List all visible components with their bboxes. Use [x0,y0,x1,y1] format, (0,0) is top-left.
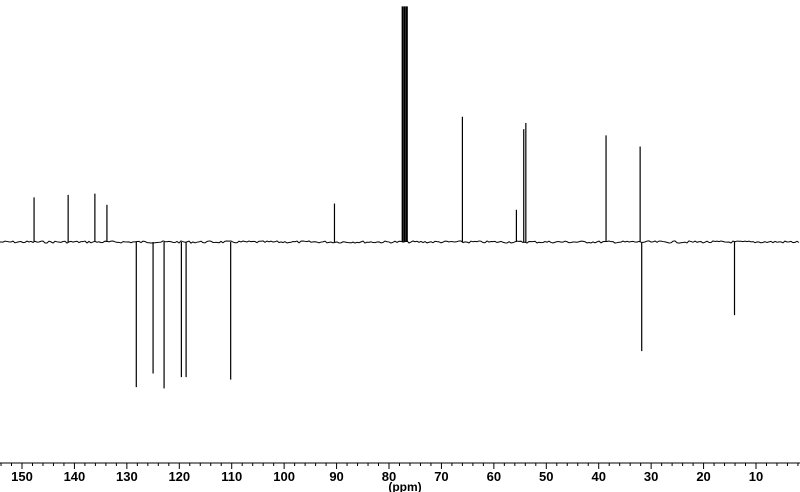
x-axis-tick-labels: 150 140 130 120 110 100 90 80 70 60 50 40 30 20 10 [11,469,763,484]
tick-label-110: 110 [221,469,242,484]
tick-label-140: 140 [64,469,86,484]
tick-label-130: 130 [116,469,138,484]
peaks [33,6,736,389]
baseline-trace [0,240,800,244]
tick-label-90: 90 [329,469,343,484]
tick-label-100: 100 [273,469,295,484]
baseline-noise [0,240,800,244]
tick-label-10: 10 [749,469,763,484]
x-axis-title: (ppm) [388,480,421,492]
tick-label-150: 150 [11,469,33,484]
x-axis: 150 140 130 120 110 100 90 80 70 60 50 40 30 20 10 (pp… [0,462,800,492]
tick-label-20: 20 [696,469,710,484]
tick-label-30: 30 [644,469,658,484]
tick-label-60: 60 [487,469,501,484]
x-axis-ticks [0,463,799,469]
tick-label-80: 80 [382,469,396,484]
tick-label-70: 70 [434,469,448,484]
tick-label-50: 50 [539,469,553,484]
tick-label-120: 120 [168,469,190,484]
tick-label-40: 40 [591,469,605,484]
